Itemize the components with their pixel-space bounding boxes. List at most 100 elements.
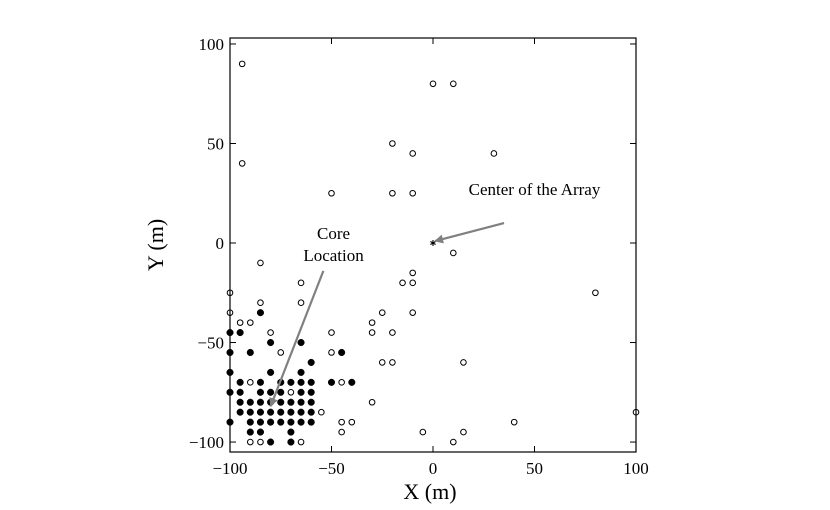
open-circle-point xyxy=(510,418,518,426)
filled-circle-point xyxy=(256,398,265,406)
filled-circle-point xyxy=(277,388,285,396)
filled-circle-point xyxy=(307,398,315,406)
annotation-text: Center of the Array xyxy=(469,180,601,199)
annotation-arrow xyxy=(434,222,505,244)
open-circle-point xyxy=(368,319,376,326)
filled-circle-point xyxy=(287,428,295,436)
open-circle-point xyxy=(460,359,467,366)
filled-circle-point xyxy=(246,398,254,406)
tick-labels: −100 −50 0 50 100 −100 −50 0 50 100 xyxy=(189,35,649,478)
open-circle-point xyxy=(257,438,264,446)
filled-circle-point xyxy=(307,388,315,396)
filled-circle-point xyxy=(246,428,254,436)
filled-circle-point xyxy=(287,408,295,416)
filled-circle-point xyxy=(287,378,295,386)
filled-circle-point xyxy=(297,378,305,386)
open-circle-point xyxy=(277,349,285,356)
filled-circle-point xyxy=(287,398,295,406)
x-tick-label: 100 xyxy=(623,459,649,478)
open-circle-point xyxy=(450,438,457,446)
open-circle-point xyxy=(238,60,246,68)
open-circle-point xyxy=(389,189,396,197)
filled-circle-point xyxy=(287,418,295,426)
open-circle-point xyxy=(247,438,254,446)
open-circle-point xyxy=(409,189,417,197)
annotation: Center of the Array xyxy=(434,180,601,244)
filled-circle-point xyxy=(287,438,295,446)
open-circle-point xyxy=(399,279,406,287)
open-circle-point xyxy=(419,428,427,436)
y-axis-label: Y (m) xyxy=(143,219,168,271)
open-circle-point xyxy=(297,279,305,287)
open-circle-point xyxy=(450,80,457,88)
filled-circle-point xyxy=(307,408,315,416)
filled-circle-point xyxy=(236,408,244,416)
x-tick-label: 50 xyxy=(526,459,543,478)
open-circle-point xyxy=(409,279,417,287)
open-circle-point xyxy=(378,309,386,316)
x-tick-label: −50 xyxy=(318,459,345,478)
filled-circle-point xyxy=(277,398,285,406)
open-circle-point xyxy=(238,160,246,167)
x-axis-label: X (m) xyxy=(403,479,456,504)
filled-circle-point xyxy=(256,309,265,317)
filled-circle-point xyxy=(277,418,285,426)
data-points xyxy=(226,60,640,446)
filled-circle-point xyxy=(267,368,275,376)
filled-circle-point xyxy=(267,388,275,396)
open-circle-point xyxy=(450,249,457,257)
filled-circle-point xyxy=(327,378,336,386)
filled-circle-point xyxy=(267,438,275,446)
open-circle-point xyxy=(247,379,254,386)
x-tick-label: −100 xyxy=(212,459,247,478)
open-circle-point xyxy=(328,189,335,197)
open-circle-point xyxy=(247,319,254,326)
open-circle-point xyxy=(257,259,264,267)
filled-circle-point xyxy=(267,418,275,426)
open-circle-point xyxy=(338,428,345,436)
filled-circle-point xyxy=(338,348,346,357)
open-circle-point xyxy=(409,309,417,316)
annotation-arrow xyxy=(269,270,325,408)
filled-circle-point xyxy=(256,428,265,436)
open-circle-point xyxy=(257,299,264,307)
open-circle-point xyxy=(490,150,498,157)
filled-circle-point xyxy=(297,338,305,347)
open-circle-point xyxy=(368,398,376,406)
filled-circle-point xyxy=(246,408,254,416)
open-circle-point xyxy=(348,418,356,426)
open-circle-point xyxy=(429,80,437,88)
filled-circle-point xyxy=(236,398,244,406)
open-circle-point xyxy=(409,150,417,157)
open-circle-point xyxy=(318,408,325,416)
open-circle-point xyxy=(338,418,345,426)
filled-circle-point xyxy=(348,378,356,386)
y-tick-label: −50 xyxy=(197,334,224,353)
annotation-text: Location xyxy=(303,246,364,265)
y-tick-label: 100 xyxy=(199,35,225,54)
filled-circle-point xyxy=(307,378,315,386)
filled-circle-point xyxy=(297,398,305,406)
annotations: Center of the Array Core Location xyxy=(269,180,601,408)
x-tick-label: 0 xyxy=(429,459,438,478)
y-tick-label: 50 xyxy=(207,134,224,153)
open-circle-point xyxy=(297,299,305,307)
open-circle-point xyxy=(328,329,335,336)
y-tick-label: −100 xyxy=(189,433,224,452)
open-circle-point xyxy=(267,329,274,336)
filled-circle-point xyxy=(256,378,265,386)
filled-circle-point xyxy=(267,408,275,416)
filled-circle-point xyxy=(256,418,265,426)
filled-circle-point xyxy=(236,329,244,337)
open-circle-point xyxy=(378,359,386,366)
open-circle-point xyxy=(287,388,295,396)
open-circle-point xyxy=(236,319,244,326)
filled-circle-point xyxy=(246,418,254,426)
filled-circle-point xyxy=(297,408,305,416)
filled-circle-point xyxy=(297,368,305,376)
filled-circle-point xyxy=(297,418,305,426)
open-circle-point xyxy=(389,329,396,336)
open-circle-point xyxy=(389,140,396,147)
filled-circle-point xyxy=(256,388,265,396)
